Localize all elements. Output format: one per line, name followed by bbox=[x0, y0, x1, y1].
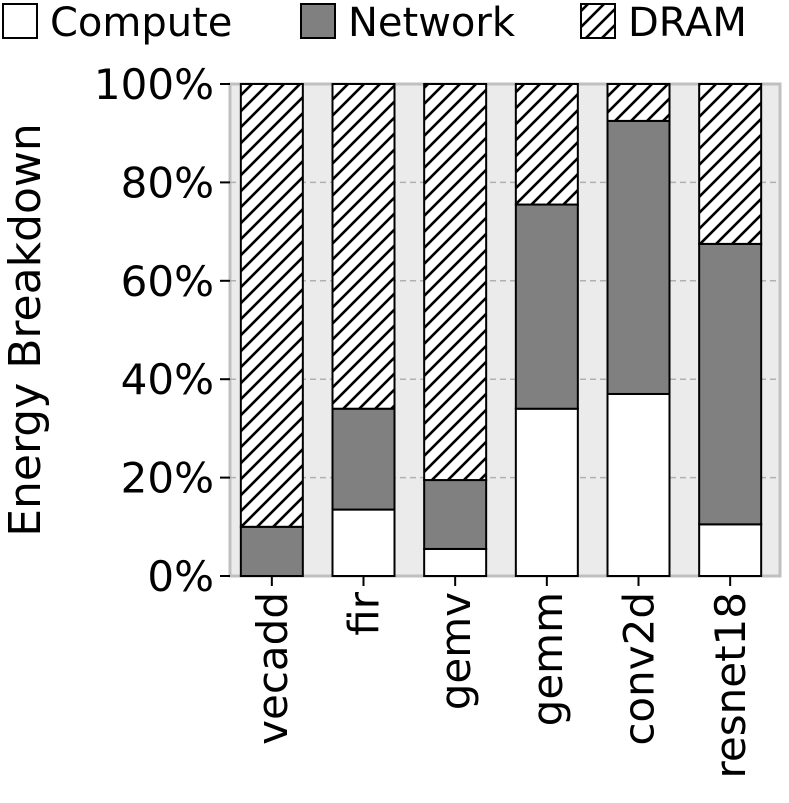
bar-dram-gemv bbox=[423, 83, 488, 482]
bar-network-fir bbox=[331, 407, 396, 511]
bar-compute-conv2d bbox=[606, 392, 671, 577]
bar-network-conv2d bbox=[606, 119, 671, 395]
bar-compute-gemv bbox=[423, 547, 488, 578]
legend-swatch-network bbox=[300, 3, 336, 39]
bar-compute-gemm bbox=[514, 407, 579, 577]
x-axis-ticks: vecadd fir gemv gemm conv2d resnet18 bbox=[248, 576, 755, 778]
bar-dram-vecadd bbox=[239, 83, 304, 528]
bar-dram-conv2d bbox=[606, 83, 671, 122]
bars bbox=[239, 83, 763, 578]
bar-network-gemm bbox=[514, 203, 579, 410]
bar-dram-resnet18 bbox=[698, 83, 763, 245]
x-tick-label-vecadd: vecadd bbox=[248, 592, 297, 745]
y-tick-label: 0% bbox=[147, 552, 214, 601]
y-tick-label: 60% bbox=[121, 257, 214, 306]
plot-area bbox=[228, 82, 782, 578]
bar-dram-fir bbox=[331, 83, 396, 410]
legend-label-network: Network bbox=[348, 0, 516, 46]
y-tick-label: 20% bbox=[121, 454, 214, 503]
bar-compute-resnet18 bbox=[698, 523, 763, 578]
x-tick-label-gemm: gemm bbox=[523, 592, 572, 726]
y-tick-label: 80% bbox=[121, 158, 214, 207]
y-tick-label: 40% bbox=[121, 355, 214, 404]
y-tick-label: 100% bbox=[94, 60, 214, 109]
x-tick-label-fir: fir bbox=[340, 591, 389, 635]
bar-compute-fir bbox=[331, 508, 396, 577]
bar-dram-gemm bbox=[514, 83, 579, 206]
legend-swatch-dram bbox=[580, 3, 616, 39]
x-tick-label-gemv: gemv bbox=[431, 592, 480, 710]
legend-label-dram: DRAM bbox=[628, 0, 747, 46]
legend: Compute Network DRAM bbox=[2, 0, 747, 46]
bar-network-gemv bbox=[423, 479, 488, 550]
x-tick-label-conv2d: conv2d bbox=[615, 592, 664, 746]
bar-network-vecadd bbox=[239, 525, 304, 577]
bar-network-resnet18 bbox=[698, 242, 763, 526]
legend-swatch-compute bbox=[2, 3, 38, 39]
x-tick-label-resnet18: resnet18 bbox=[706, 592, 755, 778]
legend-label-compute: Compute bbox=[50, 0, 232, 46]
y-axis-label: Energy Breakdown bbox=[0, 123, 51, 537]
grid-lines bbox=[230, 181, 780, 479]
y-axis-ticks: 0% 20% 40% 60% 80% 100% bbox=[94, 60, 230, 601]
